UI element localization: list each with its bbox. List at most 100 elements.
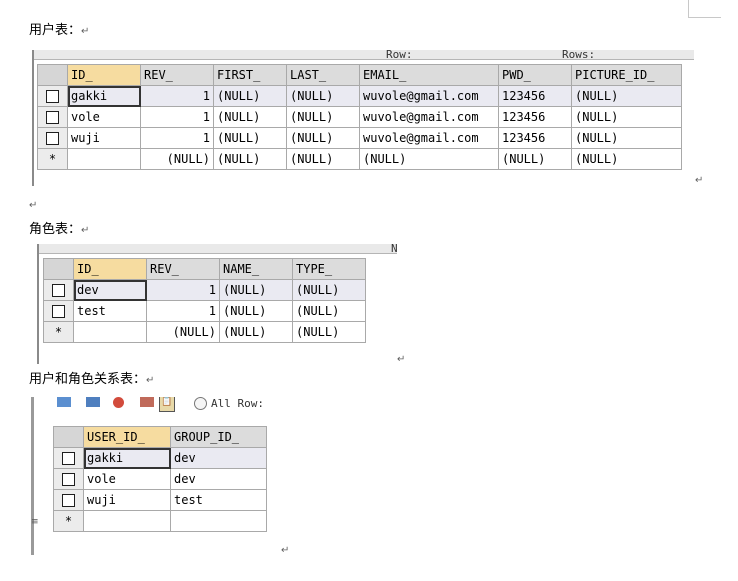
row-checkbox[interactable] xyxy=(52,284,65,297)
column-header-user-id[interactable]: USER_ID_ xyxy=(83,426,171,448)
new-record-row[interactable]: * xyxy=(53,510,267,532)
row-checkbox[interactable] xyxy=(62,452,75,465)
cell-first[interactable]: (NULL) xyxy=(213,127,287,149)
cell-email[interactable]: wuvole@gmail.com xyxy=(359,85,499,107)
cell-user-id[interactable]: vole xyxy=(83,468,171,490)
table-row[interactable]: wuji 1 (NULL) (NULL) wuvole@gmail.com 12… xyxy=(37,127,682,149)
table-row[interactable]: vole dev xyxy=(53,468,267,490)
row-select-cell[interactable] xyxy=(53,489,84,511)
cell-email[interactable]: wuvole@gmail.com xyxy=(359,127,499,149)
row-checkbox[interactable] xyxy=(62,473,75,486)
row-checkbox[interactable] xyxy=(62,494,75,507)
cell-id[interactable]: test xyxy=(73,300,147,322)
column-header-email[interactable]: EMAIL_ xyxy=(359,64,499,86)
column-header-type[interactable]: TYPE_ xyxy=(292,258,366,280)
column-header-id[interactable]: ID_ xyxy=(67,64,141,86)
cell-picture-id[interactable]: (NULL) xyxy=(571,106,682,128)
cell-picture-id[interactable]: (NULL) xyxy=(571,148,682,170)
column-header-group-id[interactable]: GROUP_ID_ xyxy=(170,426,267,448)
cell-user-id[interactable] xyxy=(83,510,171,532)
column-header-rev[interactable]: REV_ xyxy=(146,258,220,280)
table-icon[interactable] xyxy=(86,397,100,407)
cell-id[interactable]: dev xyxy=(73,279,147,301)
cell-first[interactable]: (NULL) xyxy=(213,85,287,107)
table-row[interactable]: dev 1 (NULL) (NULL) xyxy=(43,279,366,301)
row-select-cell[interactable] xyxy=(37,127,68,149)
role-data-grid[interactable]: ID_ REV_ NAME_ TYPE_ dev 1 (NULL) (NULL)… xyxy=(43,258,366,343)
table-row[interactable]: vole 1 (NULL) (NULL) wuvole@gmail.com 12… xyxy=(37,106,682,128)
cell-group-id[interactable]: test xyxy=(170,489,267,511)
column-header-name[interactable]: NAME_ xyxy=(219,258,293,280)
grid-icon[interactable] xyxy=(57,397,71,407)
row-checkbox[interactable] xyxy=(46,90,59,103)
cell-id[interactable]: vole xyxy=(67,106,141,128)
column-header-last[interactable]: LAST_ xyxy=(286,64,360,86)
row-checkbox[interactable] xyxy=(52,305,65,318)
cell-rev[interactable]: (NULL) xyxy=(140,148,214,170)
cell-name[interactable]: (NULL) xyxy=(219,300,293,322)
refresh-icon[interactable] xyxy=(140,397,154,407)
row-select-cell[interactable] xyxy=(53,468,84,490)
cell-picture-id[interactable]: (NULL) xyxy=(571,85,682,107)
row-select-cell[interactable] xyxy=(43,300,74,322)
cell-pwd[interactable]: 123456 xyxy=(498,106,572,128)
row-checkbox[interactable] xyxy=(46,132,59,145)
cell-group-id[interactable]: dev xyxy=(170,447,267,469)
gripper-icon[interactable]: ≡ xyxy=(31,517,39,527)
grid-corner[interactable] xyxy=(37,64,68,86)
cell-last[interactable]: (NULL) xyxy=(286,106,360,128)
cell-type[interactable]: (NULL) xyxy=(292,321,366,343)
cell-user-id[interactable]: wuji xyxy=(83,489,171,511)
table-row[interactable]: wuji test xyxy=(53,489,267,511)
column-header-picture-id[interactable]: PICTURE_ID_ xyxy=(571,64,682,86)
cell-rev[interactable]: 1 xyxy=(146,300,220,322)
cell-id[interactable]: gakki xyxy=(67,85,141,107)
cell-type[interactable]: (NULL) xyxy=(292,300,366,322)
user-data-grid[interactable]: ID_ REV_ FIRST_ LAST_ EMAIL_ PWD_ PICTUR… xyxy=(37,64,682,170)
row-select-cell[interactable] xyxy=(37,85,68,107)
cell-first[interactable]: (NULL) xyxy=(213,148,287,170)
cell-id[interactable] xyxy=(67,148,141,170)
table-row[interactable]: gakki 1 (NULL) (NULL) wuvole@gmail.com 1… xyxy=(37,85,682,107)
cell-group-id[interactable]: dev xyxy=(170,468,267,490)
cell-pwd[interactable]: 123456 xyxy=(498,85,572,107)
table-row[interactable]: test 1 (NULL) (NULL) xyxy=(43,300,366,322)
paste-icon[interactable]: 📋 xyxy=(159,397,175,412)
cell-id[interactable] xyxy=(73,321,147,343)
cell-pwd[interactable]: 123456 xyxy=(498,127,572,149)
row-select-cell[interactable] xyxy=(37,106,68,128)
cell-last[interactable]: (NULL) xyxy=(286,148,360,170)
cell-rev[interactable]: 1 xyxy=(140,106,214,128)
table-row[interactable]: gakki dev xyxy=(53,447,267,469)
column-header-first[interactable]: FIRST_ xyxy=(213,64,287,86)
cell-picture-id[interactable]: (NULL) xyxy=(571,127,682,149)
new-record-row[interactable]: * (NULL) (NULL) (NULL) (NULL) (NULL) (NU… xyxy=(37,148,682,170)
cell-rev[interactable]: (NULL) xyxy=(146,321,220,343)
cell-user-id[interactable]: gakki xyxy=(83,447,171,469)
grid-corner[interactable] xyxy=(43,258,74,280)
new-record-row[interactable]: * (NULL) (NULL) (NULL) xyxy=(43,321,366,343)
column-header-pwd[interactable]: PWD_ xyxy=(498,64,572,86)
relation-data-grid[interactable]: USER_ID_ GROUP_ID_ gakki dev vole dev wu… xyxy=(53,426,267,532)
grid-corner[interactable] xyxy=(53,426,84,448)
cell-group-id[interactable] xyxy=(170,510,267,532)
row-checkbox[interactable] xyxy=(46,111,59,124)
cell-id[interactable]: wuji xyxy=(67,127,141,149)
row-select-cell[interactable] xyxy=(43,279,74,301)
row-select-cell[interactable] xyxy=(53,447,84,469)
cell-name[interactable]: (NULL) xyxy=(219,279,293,301)
cell-rev[interactable]: 1 xyxy=(146,279,220,301)
cell-pwd[interactable]: (NULL) xyxy=(498,148,572,170)
cell-last[interactable]: (NULL) xyxy=(286,127,360,149)
cell-first[interactable]: (NULL) xyxy=(213,106,287,128)
all-rows-radio[interactable] xyxy=(194,397,207,410)
cell-email[interactable]: wuvole@gmail.com xyxy=(359,106,499,128)
cell-type[interactable]: (NULL) xyxy=(292,279,366,301)
cell-email[interactable]: (NULL) xyxy=(359,148,499,170)
cell-last[interactable]: (NULL) xyxy=(286,85,360,107)
cell-rev[interactable]: 1 xyxy=(140,127,214,149)
column-header-id[interactable]: ID_ xyxy=(73,258,147,280)
column-header-rev[interactable]: REV_ xyxy=(140,64,214,86)
cell-name[interactable]: (NULL) xyxy=(219,321,293,343)
delete-icon[interactable] xyxy=(113,397,124,408)
